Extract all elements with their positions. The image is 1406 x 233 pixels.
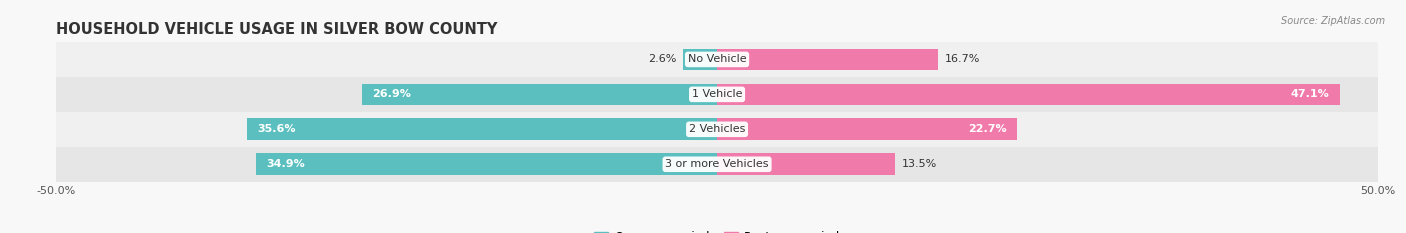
Text: 35.6%: 35.6%	[257, 124, 295, 134]
Text: 26.9%: 26.9%	[373, 89, 411, 99]
Text: 2.6%: 2.6%	[648, 55, 676, 64]
Bar	[56, 147, 1378, 182]
Bar	[56, 42, 1378, 77]
Text: 2 Vehicles: 2 Vehicles	[689, 124, 745, 134]
Bar	[246, 118, 717, 140]
Text: 3 or more Vehicles: 3 or more Vehicles	[665, 159, 769, 169]
Bar	[717, 84, 1340, 105]
Text: 13.5%: 13.5%	[903, 159, 938, 169]
Bar	[717, 154, 896, 175]
Bar	[717, 49, 938, 70]
Bar	[717, 118, 1017, 140]
Text: No Vehicle: No Vehicle	[688, 55, 747, 64]
Legend: Owner-occupied, Renter-occupied: Owner-occupied, Renter-occupied	[589, 226, 845, 233]
Text: 22.7%: 22.7%	[967, 124, 1007, 134]
Text: Source: ZipAtlas.com: Source: ZipAtlas.com	[1281, 16, 1385, 26]
Bar	[683, 49, 717, 70]
Bar	[56, 77, 1378, 112]
Text: 16.7%: 16.7%	[945, 55, 980, 64]
Bar	[56, 112, 1378, 147]
Text: 1 Vehicle: 1 Vehicle	[692, 89, 742, 99]
Bar	[361, 84, 717, 105]
Bar	[256, 154, 717, 175]
Text: HOUSEHOLD VEHICLE USAGE IN SILVER BOW COUNTY: HOUSEHOLD VEHICLE USAGE IN SILVER BOW CO…	[56, 22, 498, 37]
Text: 34.9%: 34.9%	[266, 159, 305, 169]
Text: 47.1%: 47.1%	[1291, 89, 1329, 99]
